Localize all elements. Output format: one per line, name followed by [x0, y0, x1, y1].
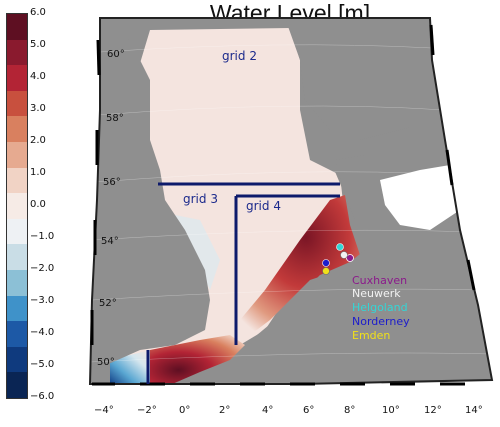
colorbar-tick-label: 4.0 [30, 71, 46, 82]
station-marker-norderney [322, 259, 330, 267]
lon-label: 4° [262, 405, 273, 416]
colorbar-tick-label: 2.0 [30, 135, 46, 146]
station-marker-emden [322, 267, 330, 275]
colorbar-band [7, 372, 27, 398]
colorbar-band [7, 244, 27, 270]
lat-label: 58° [106, 113, 124, 124]
lon-label: 8° [344, 405, 355, 416]
land-denmark [335, 155, 385, 210]
land-continent [245, 150, 492, 384]
lat-label: 52° [99, 298, 117, 309]
colorbar-band [7, 295, 27, 322]
lon-label: 10° [382, 405, 400, 416]
lat-label: 54° [101, 236, 119, 247]
station-label-cuxhaven: Cuxhaven [352, 274, 407, 287]
lat-label: 56° [103, 177, 121, 188]
colorbar-tick-label: −5.0 [30, 359, 55, 370]
lat-label: 60° [107, 49, 125, 60]
colorbar-band [7, 116, 27, 142]
station-label-helgoland: Helgoland [352, 301, 408, 314]
colorbar-band [7, 321, 27, 347]
station-label-emden: Emden [352, 329, 390, 342]
colorbar-tick-label: 1.0 [30, 167, 46, 178]
grid-3-label: grid 3 [183, 192, 218, 206]
lon-label: −4° [94, 405, 114, 416]
colorbar-tick-label: −6.0 [30, 391, 55, 402]
baltic-sea [380, 165, 460, 230]
surge-channel [150, 335, 245, 384]
colorbar-band [7, 346, 27, 373]
colorbar-tick-label: 3.0 [30, 103, 46, 114]
lon-label: 0° [179, 405, 190, 416]
colorbar-band [7, 167, 27, 194]
lon-label: −2° [137, 405, 157, 416]
colorbar-tick-label: 0.0 [30, 199, 46, 210]
colorbar-tick-label: 5.0 [30, 39, 46, 50]
colorbar-band [7, 90, 27, 117]
grid-2-label: grid 2 [222, 49, 257, 63]
colorbar-tick-label: −3.0 [30, 295, 55, 306]
station-label-norderney: Norderney [352, 315, 410, 328]
lat-label: 50° [97, 357, 115, 368]
land-uk [90, 30, 210, 370]
colorbar [6, 13, 28, 399]
grid-4-label: grid 4 [246, 199, 281, 213]
lon-label: 6° [303, 405, 314, 416]
colorbar-tick-label: −2.0 [30, 263, 55, 274]
colorbar-band [7, 141, 27, 168]
grid-boxes [146, 182, 340, 384]
lon-label: 14° [465, 405, 483, 416]
lon-label: 2° [219, 405, 230, 416]
colorbar-band [7, 14, 27, 40]
station-marker-helgoland [336, 243, 344, 251]
land-norway [285, 18, 440, 140]
colorbar-band [7, 269, 27, 296]
station-marker-neuwerk [340, 251, 348, 259]
colorbar-band [7, 65, 27, 91]
station-marker-cuxhaven [346, 254, 354, 262]
graticule [90, 44, 492, 363]
surge-german-bight [240, 195, 360, 335]
map-frame [88, 17, 494, 385]
station-label-neuwerk: Neuwerk [352, 287, 401, 300]
lon-label: 12° [424, 405, 442, 416]
colorbar-band [7, 39, 27, 66]
frame-ticks [90, 24, 476, 386]
colorbar-tick-label: −4.0 [30, 327, 55, 338]
colorbar-band [7, 193, 27, 219]
colorbar-tick-label: −1.0 [30, 231, 55, 242]
colorbar-tick-label: 6.0 [30, 7, 46, 18]
colorbar-band [7, 218, 27, 245]
